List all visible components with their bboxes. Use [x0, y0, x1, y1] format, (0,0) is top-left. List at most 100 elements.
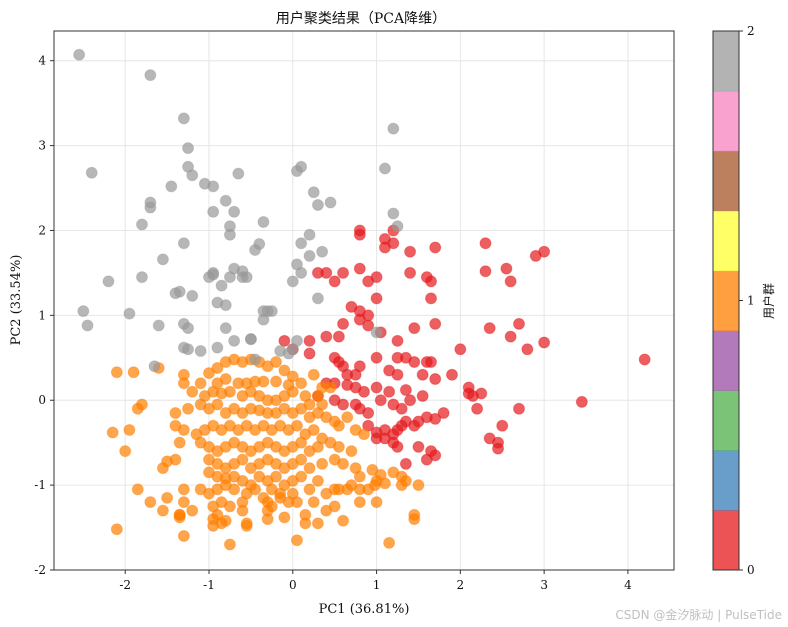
- data-point-cluster-2: [215, 279, 228, 292]
- data-point-cluster-0: [429, 373, 442, 386]
- data-point-cluster-0: [353, 313, 366, 326]
- data-point-cluster-2: [177, 237, 190, 250]
- data-point-cluster-2: [265, 305, 278, 318]
- data-point-cluster-0: [416, 368, 429, 381]
- data-point-cluster-2: [144, 201, 157, 214]
- data-point-cluster-0: [370, 292, 383, 305]
- data-point-cluster-0: [387, 237, 400, 250]
- data-point-cluster-0: [408, 356, 421, 369]
- data-point-cluster-0: [479, 237, 492, 250]
- data-point-cluster-1: [408, 513, 421, 526]
- data-point-cluster-1: [337, 514, 350, 527]
- data-point-cluster-0: [399, 457, 412, 470]
- data-point-cluster-2: [135, 271, 148, 284]
- data-point-cluster-1: [270, 356, 283, 369]
- data-point-cluster-2: [303, 228, 316, 241]
- data-point-cluster-0: [513, 402, 525, 415]
- data-point-cluster-0: [429, 449, 442, 462]
- data-point-cluster-2: [311, 199, 324, 212]
- colorbar-tick-label: 1: [747, 294, 755, 308]
- colorbar-segment: [713, 330, 739, 391]
- data-point-cluster-0: [408, 322, 421, 335]
- data-point-cluster-0: [425, 275, 438, 288]
- data-point-cluster-1: [223, 385, 236, 398]
- data-point-cluster-0: [454, 343, 467, 356]
- colorbar-label: 用户群: [761, 283, 776, 319]
- data-point-cluster-2: [144, 69, 157, 82]
- data-point-cluster-2: [77, 305, 90, 318]
- data-point-cluster-1: [203, 367, 215, 380]
- data-point-cluster-2: [73, 48, 86, 61]
- data-point-cluster-1: [295, 402, 308, 415]
- data-point-cluster-0: [320, 266, 333, 279]
- data-point-cluster-1: [215, 517, 228, 530]
- data-point-cluster-0: [353, 262, 366, 275]
- data-point-cluster-1: [366, 463, 379, 476]
- data-point-cluster-2: [290, 165, 303, 178]
- plot-frame: [53, 30, 675, 571]
- data-point-cluster-1: [156, 504, 169, 517]
- data-point-cluster-0: [445, 368, 458, 381]
- data-point-cluster-1: [311, 517, 324, 530]
- data-point-cluster-1: [211, 361, 224, 374]
- data-point-cluster-2: [219, 322, 232, 335]
- data-point-cluster-2: [387, 122, 400, 135]
- data-point-cluster-0: [391, 440, 404, 453]
- data-point-cluster-2: [303, 249, 316, 262]
- y-tick-label: 2: [38, 223, 46, 237]
- data-point-cluster-1: [173, 508, 186, 521]
- data-point-cluster-2: [207, 180, 220, 193]
- data-point-cluster-1: [286, 385, 299, 398]
- data-point-cluster-0: [399, 384, 412, 397]
- data-point-cluster-1: [311, 440, 324, 453]
- data-point-cluster-0: [374, 394, 387, 407]
- data-point-cluster-1: [332, 440, 345, 453]
- data-point-cluster-0: [496, 419, 509, 432]
- colorbar-tick-label: 2: [747, 24, 755, 38]
- data-point-cluster-0: [429, 412, 442, 425]
- data-point-cluster-0: [353, 228, 366, 241]
- data-point-cluster-0: [404, 245, 417, 258]
- data-point-cluster-2: [165, 180, 178, 193]
- data-point-cluster-1: [368, 479, 381, 492]
- data-point-cluster-0: [303, 334, 316, 347]
- data-point-cluster-2: [85, 166, 98, 179]
- data-point-cluster-1: [311, 474, 324, 487]
- data-point-cluster-2: [387, 207, 400, 220]
- data-point-cluster-1: [261, 513, 274, 526]
- data-point-cluster-1: [290, 496, 303, 509]
- colorbar-segment: [713, 390, 739, 451]
- data-point-cluster-0: [332, 330, 345, 343]
- data-point-cluster-2: [182, 322, 195, 335]
- x-tick-label: 0: [289, 578, 297, 592]
- colorbar-tick-label: 0: [747, 563, 755, 577]
- data-point-cluster-2: [391, 220, 404, 233]
- data-point-cluster-1: [194, 377, 207, 390]
- data-point-cluster-1: [228, 483, 241, 496]
- data-point-cluster-1: [177, 377, 190, 390]
- data-point-cluster-2: [223, 228, 236, 241]
- data-point-cluster-2: [290, 258, 303, 271]
- data-point-cluster-2: [249, 243, 262, 256]
- data-point-cluster-1: [236, 453, 249, 466]
- data-point-cluster-0: [412, 415, 425, 428]
- data-point-cluster-1: [316, 457, 329, 470]
- colorbar: [712, 30, 740, 571]
- data-point-cluster-1: [370, 496, 383, 509]
- data-point-cluster-1: [353, 470, 366, 483]
- data-point-cluster-0: [437, 406, 450, 419]
- data-point-cluster-1: [249, 483, 262, 496]
- data-point-cluster-2: [232, 167, 245, 180]
- data-point-cluster-1: [240, 519, 253, 532]
- data-point-cluster-2: [182, 142, 195, 155]
- data-point-cluster-0: [429, 241, 442, 254]
- data-point-cluster-1: [236, 504, 249, 517]
- data-point-cluster-2: [249, 353, 262, 366]
- data-point-cluster-2: [169, 287, 182, 300]
- data-point-cluster-2: [148, 360, 161, 373]
- data-point-cluster-0: [320, 330, 333, 343]
- data-point-cluster-0: [521, 343, 534, 356]
- y-tick-label: 4: [38, 54, 46, 68]
- data-point-cluster-1: [299, 517, 312, 530]
- data-point-cluster-1: [358, 428, 370, 441]
